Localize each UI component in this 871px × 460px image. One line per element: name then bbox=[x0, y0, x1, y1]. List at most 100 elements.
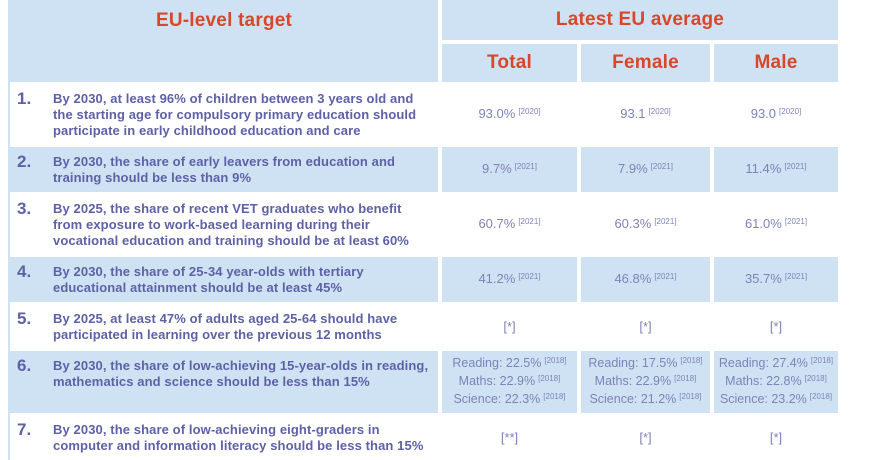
reference-year-note: [2021] bbox=[784, 272, 808, 281]
reference-year-note: [2020] bbox=[648, 107, 671, 116]
value-line: Maths: 22.8% [2018] bbox=[725, 374, 827, 388]
value-line: Reading: 22.5% [2018] bbox=[452, 356, 567, 370]
target-cell: 3. By 2025, the share of recent VET gradu… bbox=[10, 194, 438, 255]
eu-targets-table-figure: EU-level target Latest EU average Total … bbox=[8, 0, 838, 460]
value-line: Reading: 17.5% [2018] bbox=[588, 356, 703, 370]
reference-year-note: [2021] bbox=[784, 217, 808, 226]
target-cell: 5. By 2025, at least 47% of adults aged 2… bbox=[10, 304, 438, 349]
target-cell: 7. By 2030, the share of low-achieving ei… bbox=[10, 415, 438, 460]
reference-year-note: [2018] bbox=[674, 374, 697, 383]
value-cell-total: 93.0% [2020] bbox=[442, 84, 577, 145]
value-line: [*] bbox=[639, 430, 652, 445]
value-line: 41.2% [2021] bbox=[478, 271, 541, 286]
value-line: Science: 23.2% [2018] bbox=[719, 392, 833, 406]
value-line: Science: 22.3% [2018] bbox=[453, 392, 566, 406]
value-cell-total: 9.7% [2021] bbox=[442, 147, 577, 192]
value-line: Reading: 27.4% [2018] bbox=[718, 356, 834, 370]
value-line: Maths: 22.9% [2018] bbox=[458, 374, 561, 388]
table-row: 6. By 2030, the share of low-achieving 15… bbox=[10, 351, 838, 413]
value-cell-female: 46.8% [2021] bbox=[581, 257, 710, 302]
reference-year-note: [2018] bbox=[810, 356, 834, 365]
row-number: 6. bbox=[17, 356, 32, 375]
table-header: EU-level target Latest EU average Total … bbox=[10, 0, 838, 82]
value-line: 93.0% [2020] bbox=[478, 106, 541, 121]
value-cell-female: [*] bbox=[581, 304, 710, 349]
target-cell: 1. By 2030, at least 96% of children betw… bbox=[10, 84, 438, 145]
value-line: 7.9% [2021] bbox=[618, 161, 673, 176]
header-total: Total bbox=[442, 44, 577, 82]
value-line: 93.0 [2020] bbox=[750, 106, 802, 121]
value-line: [*] bbox=[769, 430, 783, 445]
header-latest-eu-average: Latest EU average bbox=[442, 0, 838, 40]
row-number: 7. bbox=[17, 420, 32, 439]
table-row: 1. By 2030, at least 96% of children betw… bbox=[10, 84, 838, 145]
reference-year-note: [2018] bbox=[543, 392, 566, 401]
row-number: 4. bbox=[17, 262, 32, 281]
reference-year-note: [2021] bbox=[654, 272, 677, 281]
eu-targets-table: EU-level target Latest EU average Total … bbox=[8, 0, 838, 460]
reference-year-note: [2021] bbox=[784, 162, 807, 171]
reference-year-note: [2021] bbox=[518, 217, 541, 226]
reference-year-note: [2021] bbox=[514, 162, 537, 171]
reference-year-note: [2018] bbox=[538, 374, 561, 383]
table-row: 7. By 2030, the share of low-achieving ei… bbox=[10, 415, 838, 460]
value-line: 61.0% [2021] bbox=[744, 216, 808, 231]
value-line: 60.3% [2021] bbox=[614, 216, 677, 231]
value-cell-female: 60.3% [2021] bbox=[581, 194, 710, 255]
value-cell-total: [**] bbox=[442, 415, 577, 460]
value-cell-female: 7.9% [2021] bbox=[581, 147, 710, 192]
reference-year-note: [2018] bbox=[680, 356, 703, 365]
row-number: 2. bbox=[17, 152, 32, 171]
target-text: By 2030, the share of early leavers from… bbox=[53, 154, 396, 185]
target-cell: 2. By 2030, the share of early leavers fr… bbox=[10, 147, 438, 192]
value-line: 93.1 [2020] bbox=[620, 106, 671, 121]
reference-year-note: [2021] bbox=[650, 162, 673, 171]
value-cell-female: Reading: 17.5% [2018] Maths: 22.9% [2018] Sc… bbox=[581, 351, 710, 413]
value-cell-female: 93.1 [2020] bbox=[581, 84, 710, 145]
reference-year-note: [2018] bbox=[809, 392, 833, 401]
value-cell-male: 93.0 [2020] bbox=[714, 84, 838, 145]
value-cell-male: Reading: 27.4% [2018] Maths: 22.8% [2018] Sc… bbox=[714, 351, 838, 413]
value-line: 46.8% [2021] bbox=[614, 271, 677, 286]
target-cell: 6. By 2030, the share of low-achieving 15… bbox=[10, 351, 438, 413]
value-cell-total: [*] bbox=[442, 304, 577, 349]
table-row: 5. By 2025, at least 47% of adults aged 2… bbox=[10, 304, 838, 349]
value-cell-total: 60.7% [2021] bbox=[442, 194, 577, 255]
row-number: 1. bbox=[17, 89, 32, 108]
value-cell-total: Reading: 22.5% [2018] Maths: 22.9% [2018] Sc… bbox=[442, 351, 577, 413]
value-line: [*] bbox=[639, 319, 652, 334]
reference-year-note: [2020] bbox=[779, 107, 802, 116]
value-cell-total: 41.2% [2021] bbox=[442, 257, 577, 302]
value-line: Maths: 22.9% [2018] bbox=[594, 374, 697, 388]
table-row: 2. By 2030, the share of early leavers fr… bbox=[10, 147, 838, 192]
target-text: By 2025, at least 47% of adults aged 25-… bbox=[53, 311, 398, 342]
value-line: 11.4% [2021] bbox=[745, 161, 807, 176]
value-line: 60.7% [2021] bbox=[478, 216, 541, 231]
row-number: 3. bbox=[17, 199, 32, 218]
table-row: 4. By 2030, the share of 25-34 year-olds … bbox=[10, 257, 838, 302]
value-cell-female: [*] bbox=[581, 415, 710, 460]
target-text: By 2025, the share of recent VET graduat… bbox=[53, 201, 409, 248]
value-cell-male: [*] bbox=[714, 415, 838, 460]
value-cell-male: 35.7% [2021] bbox=[714, 257, 838, 302]
reference-year-note: [2021] bbox=[654, 217, 677, 226]
reference-year-note: [2018] bbox=[544, 356, 567, 365]
table-row: 3. By 2025, the share of recent VET gradu… bbox=[10, 194, 838, 255]
reference-year-note: [2021] bbox=[518, 272, 541, 281]
value-cell-male: [*] bbox=[714, 304, 838, 349]
value-line: [*] bbox=[503, 319, 516, 334]
target-text: By 2030, the share of 25-34 year-olds wi… bbox=[53, 264, 364, 295]
header-eu-level-target: EU-level target bbox=[10, 0, 438, 82]
target-cell: 4. By 2030, the share of 25-34 year-olds … bbox=[10, 257, 438, 302]
table-body: 1. By 2030, at least 96% of children betw… bbox=[10, 84, 838, 460]
reference-year-note: [2018] bbox=[804, 374, 827, 383]
value-line: 35.7% [2021] bbox=[744, 271, 808, 286]
header-male: Male bbox=[714, 44, 838, 82]
value-line: [**] bbox=[500, 430, 519, 445]
header-female: Female bbox=[581, 44, 710, 82]
row-number: 5. bbox=[17, 309, 32, 328]
value-line: 9.7% [2021] bbox=[482, 161, 537, 176]
target-text: By 2030, the share of low-achieving 15-y… bbox=[53, 358, 429, 389]
value-cell-male: 61.0% [2021] bbox=[714, 194, 838, 255]
value-line: [*] bbox=[769, 319, 783, 334]
